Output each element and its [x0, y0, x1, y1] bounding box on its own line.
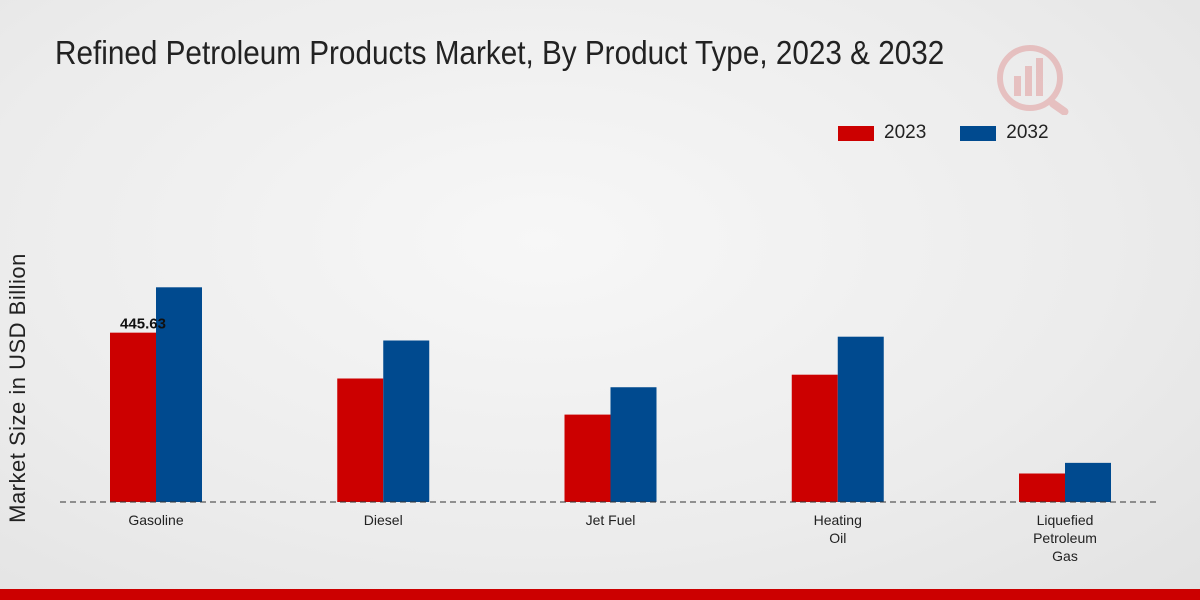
chart-title: Refined Petroleum Products Market, By Pr… [55, 34, 945, 71]
bar-2032-jet-fuel [610, 387, 657, 502]
legend-item-2023[interactable]: 2023 [838, 122, 926, 144]
legend-item-2032[interactable]: 2032 [960, 122, 1049, 144]
x-tick-label-gasoline: Gasoline [128, 512, 183, 528]
bottom-accent-bar [0, 589, 1200, 600]
bar-2023-jet-fuel [564, 414, 611, 502]
data-label-2023-0: 445.63 [120, 316, 166, 333]
bar-2023-heating-oil [791, 374, 838, 502]
legend-swatch-2023 [838, 125, 874, 141]
x-tick-label-diesel: Diesel [364, 512, 403, 528]
x-tick-label-jet-fuel: Jet Fuel [586, 512, 636, 528]
x-tick-label-liquefied-petroleum-gas: Liquefied Petroleum Gas [1033, 512, 1097, 564]
legend: 2023 2032 [838, 122, 1049, 144]
bar-2032-heating-oil [837, 336, 884, 502]
bar-2032-gasoline [156, 287, 202, 502]
bar-2032-diesel [383, 340, 430, 502]
bar-2023-diesel [337, 378, 384, 502]
bar-2032-liquefied-petroleum-gas [1065, 462, 1111, 502]
legend-swatch-2032 [960, 125, 997, 141]
watermark-logo-icon [997, 45, 1069, 115]
legend-label-2032: 2032 [1006, 122, 1049, 143]
bar-2023-liquefied-petroleum-gas [1019, 473, 1065, 502]
legend-label-2023: 2023 [884, 122, 927, 143]
x-tick-label-heating-oil: Heating Oil [814, 512, 862, 546]
bar-2023-gasoline [110, 332, 156, 502]
